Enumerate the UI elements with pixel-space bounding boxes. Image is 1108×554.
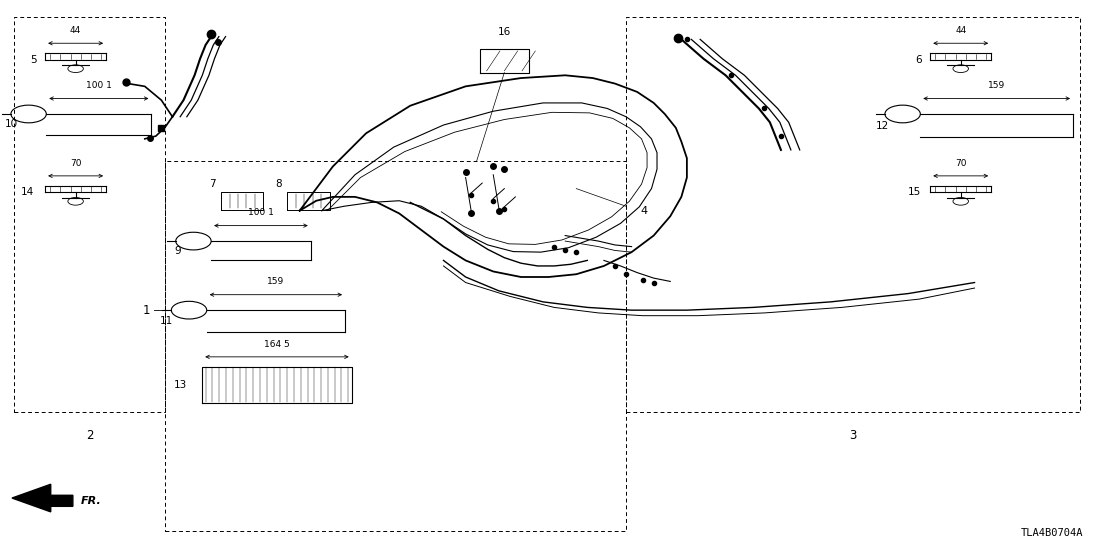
- Text: 100 1: 100 1: [248, 208, 274, 217]
- Text: 15: 15: [909, 187, 922, 197]
- Text: 2: 2: [85, 429, 93, 442]
- Text: 100 1: 100 1: [86, 81, 112, 90]
- Text: TLA4B0704A: TLA4B0704A: [1020, 528, 1083, 538]
- Text: 8: 8: [275, 179, 281, 189]
- Text: FR.: FR.: [81, 496, 101, 506]
- Text: 9: 9: [175, 246, 182, 256]
- Text: 4: 4: [640, 206, 647, 216]
- Text: 159: 159: [988, 81, 1005, 90]
- Text: 16: 16: [497, 27, 511, 37]
- Text: 44: 44: [955, 26, 966, 35]
- Text: 13: 13: [174, 379, 187, 390]
- Text: 70: 70: [955, 158, 966, 167]
- Text: 70: 70: [70, 158, 81, 167]
- Text: 11: 11: [161, 316, 174, 326]
- Text: 3: 3: [849, 429, 856, 442]
- Text: 14: 14: [21, 187, 34, 197]
- Text: 5: 5: [30, 55, 37, 65]
- Text: 44: 44: [70, 26, 81, 35]
- Text: 164 5: 164 5: [264, 340, 290, 348]
- Text: 12: 12: [876, 121, 890, 131]
- Text: 1: 1: [143, 304, 151, 317]
- Text: 6: 6: [915, 55, 922, 65]
- Text: 10: 10: [4, 120, 18, 130]
- Polygon shape: [12, 484, 73, 512]
- Text: 7: 7: [209, 179, 216, 189]
- Text: 159: 159: [267, 278, 285, 286]
